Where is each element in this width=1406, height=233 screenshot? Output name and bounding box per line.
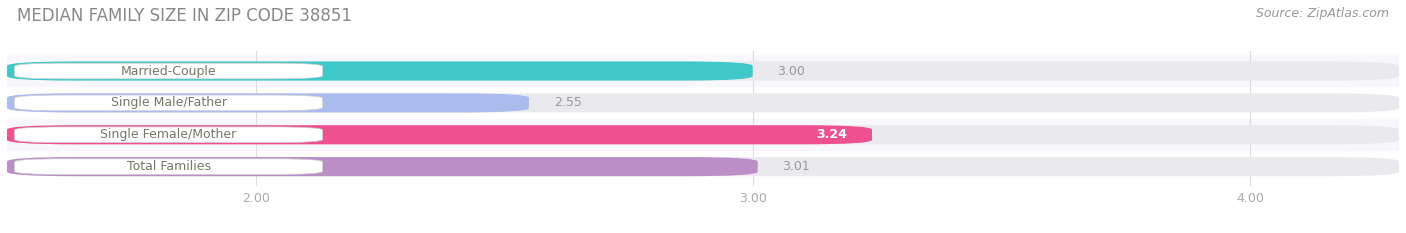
FancyBboxPatch shape: [7, 157, 1399, 176]
Text: MEDIAN FAMILY SIZE IN ZIP CODE 38851: MEDIAN FAMILY SIZE IN ZIP CODE 38851: [17, 7, 352, 25]
Text: Single Male/Father: Single Male/Father: [111, 96, 226, 110]
FancyBboxPatch shape: [7, 119, 1399, 151]
FancyBboxPatch shape: [7, 62, 1399, 81]
FancyBboxPatch shape: [14, 159, 323, 175]
FancyBboxPatch shape: [7, 87, 1399, 119]
FancyBboxPatch shape: [7, 125, 872, 144]
Text: Single Female/Mother: Single Female/Mother: [100, 128, 236, 141]
Text: 3.00: 3.00: [778, 65, 806, 78]
FancyBboxPatch shape: [7, 93, 1399, 113]
Text: Married-Couple: Married-Couple: [121, 65, 217, 78]
FancyBboxPatch shape: [7, 93, 529, 113]
FancyBboxPatch shape: [14, 63, 323, 79]
FancyBboxPatch shape: [14, 127, 323, 143]
Text: Total Families: Total Families: [127, 160, 211, 173]
Text: 3.24: 3.24: [817, 128, 848, 141]
FancyBboxPatch shape: [7, 55, 1399, 87]
FancyBboxPatch shape: [7, 125, 1399, 144]
FancyBboxPatch shape: [7, 157, 758, 176]
FancyBboxPatch shape: [7, 151, 1399, 183]
Text: Source: ZipAtlas.com: Source: ZipAtlas.com: [1256, 7, 1389, 20]
Text: 3.01: 3.01: [783, 160, 810, 173]
FancyBboxPatch shape: [14, 95, 323, 111]
Text: 2.55: 2.55: [554, 96, 582, 110]
FancyBboxPatch shape: [7, 62, 752, 81]
